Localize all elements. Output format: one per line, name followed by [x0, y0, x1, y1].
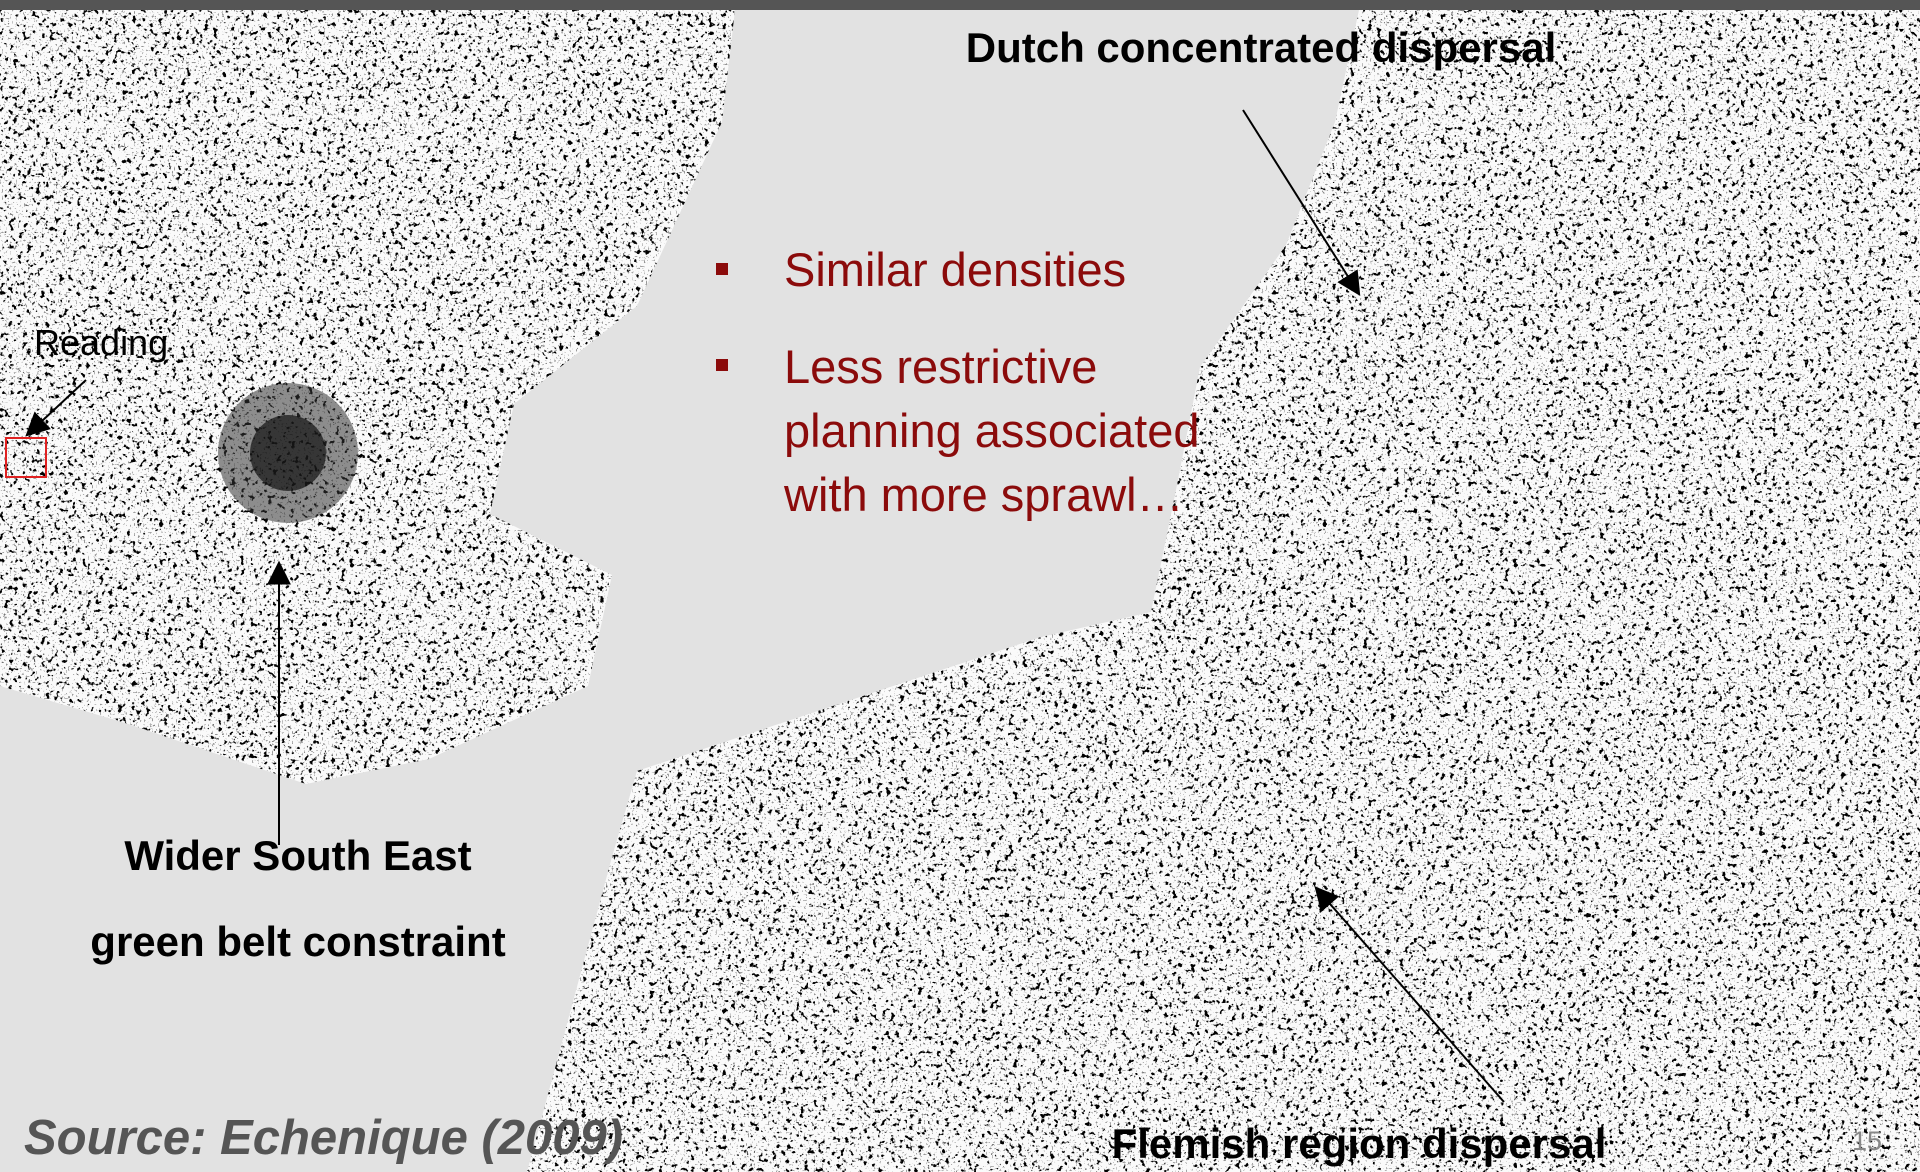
annotation: Dutch concentrated dispersal — [965, 24, 1557, 71]
arrow — [25, 379, 87, 437]
bullet-text: Less restrictive planning associated wit… — [784, 340, 1200, 521]
bullet-text: Similar densities — [784, 243, 1127, 296]
top-bar — [0, 0, 1920, 10]
annotation: Reading — [34, 322, 169, 363]
page-number: 15 — [1852, 1126, 1883, 1156]
arrow — [1242, 109, 1361, 297]
source: Source: Echenique (2009) — [24, 1111, 624, 1165]
bullet-marker — [716, 359, 728, 371]
arrow — [1314, 886, 1505, 1103]
reading-box — [5, 437, 47, 478]
annotation: green belt constraint — [90, 918, 506, 965]
annotation: Flemish region dispersal — [1111, 1120, 1607, 1167]
annotation: Wider South East — [124, 832, 472, 879]
bullet-marker — [716, 263, 728, 275]
